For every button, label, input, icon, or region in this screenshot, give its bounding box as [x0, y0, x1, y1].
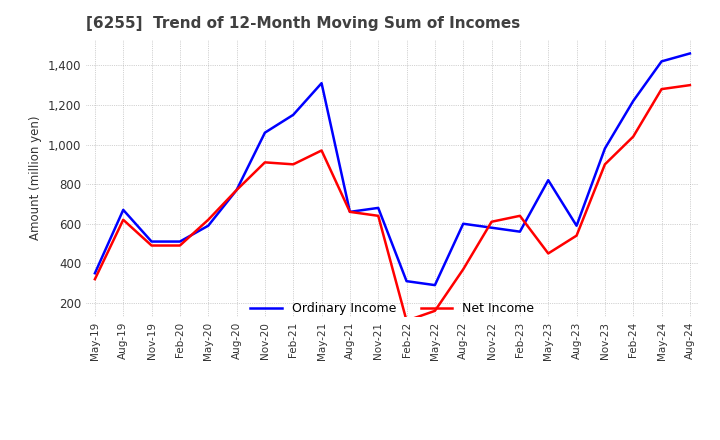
Net Income	[119, 217, 127, 222]
Ordinary Income	[176, 239, 184, 244]
Ordinary Income	[600, 146, 609, 151]
Ordinary Income	[487, 225, 496, 231]
Y-axis label: Amount (million yen): Amount (million yen)	[30, 116, 42, 240]
Net Income	[318, 148, 326, 153]
Net Income	[459, 267, 467, 272]
Ordinary Income	[346, 209, 354, 214]
Net Income	[346, 209, 354, 214]
Legend: Ordinary Income, Net Income: Ordinary Income, Net Income	[246, 297, 539, 319]
Line: Ordinary Income: Ordinary Income	[95, 53, 690, 285]
Ordinary Income	[204, 223, 212, 228]
Ordinary Income	[233, 187, 241, 193]
Ordinary Income	[629, 98, 637, 103]
Net Income	[176, 243, 184, 248]
Ordinary Income	[402, 279, 411, 284]
Ordinary Income	[516, 229, 524, 234]
Net Income	[204, 217, 212, 222]
Ordinary Income	[318, 81, 326, 86]
Net Income	[487, 219, 496, 224]
Net Income	[289, 161, 297, 167]
Net Income	[402, 318, 411, 323]
Text: [6255]  Trend of 12-Month Moving Sum of Incomes: [6255] Trend of 12-Month Moving Sum of I…	[86, 16, 521, 32]
Ordinary Income	[685, 51, 694, 56]
Net Income	[685, 82, 694, 88]
Ordinary Income	[544, 177, 552, 183]
Ordinary Income	[119, 207, 127, 213]
Net Income	[233, 187, 241, 193]
Net Income	[600, 161, 609, 167]
Net Income	[572, 233, 581, 238]
Ordinary Income	[459, 221, 467, 226]
Ordinary Income	[261, 130, 269, 135]
Ordinary Income	[374, 205, 382, 210]
Net Income	[544, 251, 552, 256]
Ordinary Income	[657, 59, 666, 64]
Ordinary Income	[148, 239, 156, 244]
Net Income	[629, 134, 637, 139]
Net Income	[148, 243, 156, 248]
Net Income	[374, 213, 382, 218]
Net Income	[431, 308, 439, 313]
Line: Net Income: Net Income	[95, 85, 690, 321]
Ordinary Income	[91, 271, 99, 276]
Ordinary Income	[431, 282, 439, 288]
Ordinary Income	[289, 112, 297, 117]
Net Income	[261, 160, 269, 165]
Ordinary Income	[572, 223, 581, 228]
Net Income	[657, 86, 666, 92]
Net Income	[516, 213, 524, 218]
Net Income	[91, 276, 99, 282]
